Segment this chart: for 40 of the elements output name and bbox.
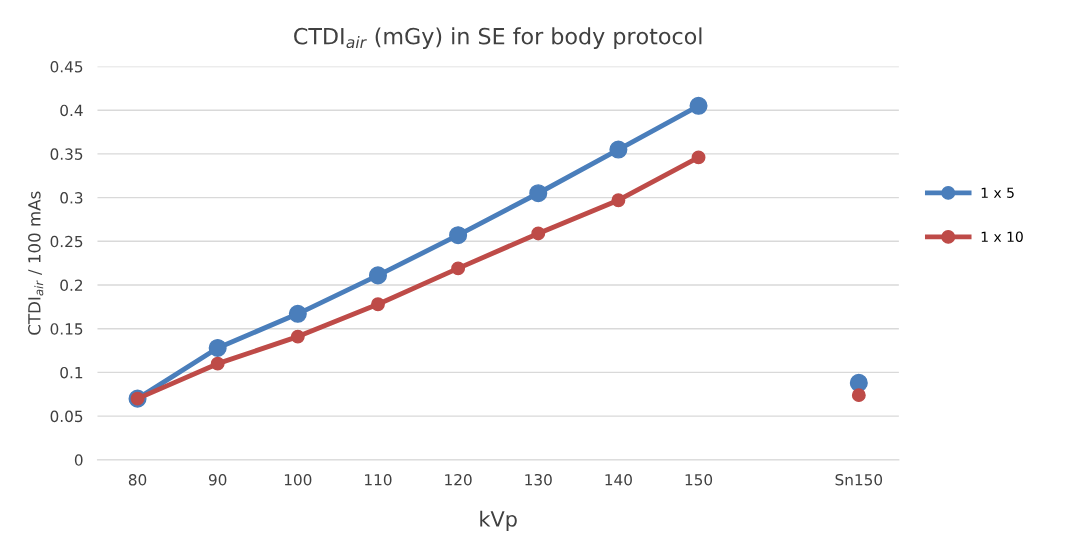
x-tick-label: 100 — [284, 473, 312, 486]
chart-title: CTDI$_{air}$ (mGy) in SE for body protocol — [294, 27, 702, 49]
point — [210, 356, 225, 371]
y-tick-label: 0.15 — [50, 323, 83, 335]
x-tick-label: 140 — [605, 473, 632, 486]
point — [288, 304, 307, 323]
y-tick-label: 0.35 — [50, 148, 83, 160]
x-axis-title: kVp — [480, 510, 517, 531]
y-tick-label: 0.2 — [60, 279, 83, 292]
point — [691, 150, 706, 165]
y-tick-label: 0.05 — [50, 410, 83, 423]
point — [208, 338, 227, 357]
point — [368, 266, 387, 285]
point — [449, 226, 468, 245]
x-tick-label: 150 — [685, 473, 713, 486]
point — [451, 261, 466, 276]
legend-label: 1 x 5 — [981, 187, 1014, 198]
y-tick-label: 0.3 — [60, 192, 83, 204]
point — [290, 329, 305, 344]
y-tick-label: 0.45 — [50, 60, 83, 73]
x-tick-label: 120 — [445, 473, 472, 486]
y-tick-label: 0.1 — [60, 366, 83, 379]
point — [371, 297, 385, 312]
y-tick-label: 0.25 — [50, 235, 83, 248]
x-tick-label: 110 — [365, 473, 392, 486]
point — [611, 193, 626, 208]
x-tick-label: 80 — [128, 473, 147, 486]
x-tick-label: 130 — [525, 473, 552, 486]
point — [851, 388, 866, 403]
legend-label: 1 x 10 — [981, 231, 1023, 242]
point — [689, 96, 708, 115]
x-tick-label: 90 — [208, 473, 227, 486]
y-axis-title: CTDI$_{air}$ / 100 mAs — [28, 191, 44, 335]
point — [609, 140, 628, 159]
x-tick-label: Sn150 — [835, 473, 883, 486]
point — [529, 184, 548, 203]
point — [531, 226, 546, 241]
y-tick-label: 0.4 — [60, 104, 83, 117]
point — [849, 373, 868, 392]
y-tick-label: 0 — [74, 454, 83, 466]
